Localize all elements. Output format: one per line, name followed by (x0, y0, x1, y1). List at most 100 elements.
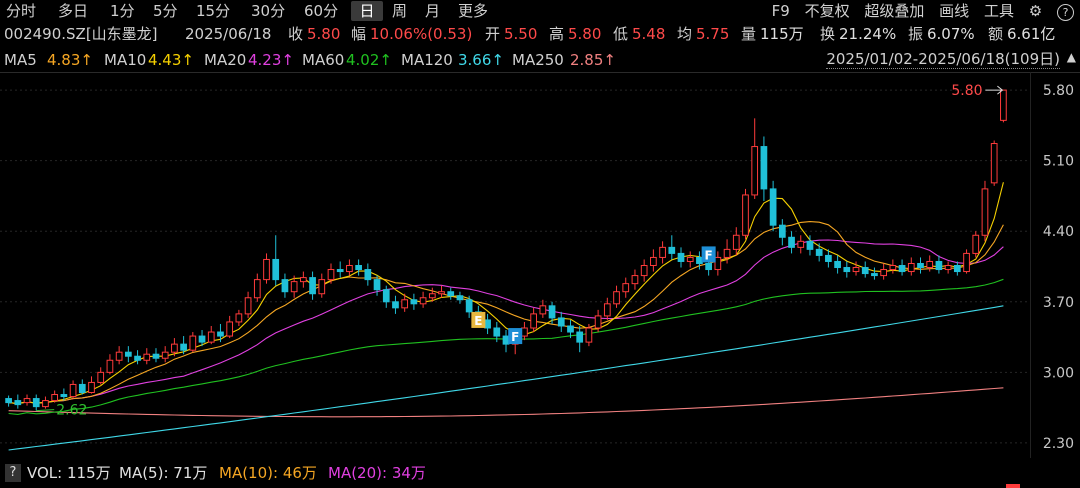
f9-button[interactable]: F9 (771, 2, 790, 20)
candle-body (189, 335, 197, 351)
candle-body (640, 265, 648, 277)
candle-body (364, 269, 372, 281)
candle-body (419, 297, 427, 305)
period-tab-multiday[interactable]: 多日 (58, 2, 89, 20)
candle-body (944, 265, 952, 271)
event-marker-label: F (705, 248, 713, 262)
low-marker-line (36, 409, 55, 412)
avg-label: 均 (677, 25, 693, 43)
ma20-label: MA20 (204, 51, 247, 69)
candle-body (797, 240, 805, 248)
ma10-line (8, 221, 1004, 405)
candle-body (751, 146, 759, 196)
toolbar-right: F9 不复权 超级叠加 画线 工具 ⚙ ? (762, 1, 1074, 21)
y-tick-label: 5.10 (1043, 154, 1074, 170)
quote-date: 2025/06/18 (185, 25, 272, 43)
candle-body (889, 265, 897, 271)
scroll-up-icon[interactable]: ▲ (1066, 50, 1076, 64)
ma120-label: MA120 (401, 51, 453, 69)
candle-body (530, 313, 537, 329)
candle-body (382, 289, 390, 303)
ma250-line (8, 387, 1004, 418)
candle-body (42, 400, 49, 408)
candle-body (410, 299, 418, 305)
candle-body (972, 234, 980, 254)
candle-body (355, 265, 362, 271)
candle-body (576, 331, 584, 343)
event-marker-label: E (474, 314, 482, 328)
candle-body (871, 273, 878, 277)
candle-body (742, 194, 749, 236)
period-tab-60min[interactable]: 60分 (304, 2, 339, 20)
period-tab-timeshare[interactable]: 分时 (6, 2, 37, 20)
period-tab-more[interactable]: 更多 (458, 2, 489, 20)
candle-body (861, 267, 869, 275)
candle-body (207, 331, 215, 343)
period-tab-30min[interactable]: 30分 (251, 2, 286, 20)
candle-body (806, 240, 814, 250)
candle-body (585, 327, 593, 343)
date-range[interactable]: 2025/01/02-2025/06/18(109日) (826, 50, 1060, 69)
ma5-line (8, 182, 1004, 405)
open-value: 5.50 (504, 25, 538, 43)
candle-body (493, 327, 501, 337)
candle-body (834, 260, 841, 269)
help-icon[interactable]: ? (1057, 4, 1074, 21)
gear-icon[interactable]: ⚙ (1028, 2, 1043, 20)
candle-body (198, 335, 206, 343)
candle-body (60, 394, 68, 398)
period-tab-day[interactable]: 日 (351, 1, 383, 21)
candle-body (327, 269, 335, 281)
vol-ma20: MA(20): 34万 (328, 464, 426, 482)
candle-body (778, 224, 786, 238)
period-tab-month[interactable]: 月 (425, 2, 441, 20)
candle-body (650, 256, 657, 267)
amplitude-label: 振 (908, 25, 924, 43)
ma120-line (8, 305, 1004, 451)
tools-button[interactable]: 工具 (983, 2, 1014, 20)
candle-body (686, 256, 694, 262)
period-tab-15min[interactable]: 15分 (196, 2, 231, 20)
event-marker (508, 328, 523, 345)
candle-body (456, 295, 464, 301)
y-tick-label: 3.00 (1043, 365, 1074, 381)
candlestick-chart[interactable]: 5.80 5.10 4.40 3.70 3.00 2.30 F E F 2.62 5.80 (0, 72, 1080, 458)
candle-body (622, 283, 630, 293)
volume-label: 量 (741, 25, 757, 43)
candle-body (14, 400, 22, 406)
candle-body (594, 315, 602, 329)
candle-body (843, 267, 851, 273)
overlay-button[interactable]: 超级叠加 (864, 2, 925, 20)
no-adjust-button[interactable]: 不复权 (804, 2, 850, 20)
ma20-value: 4.23↑ (248, 51, 294, 69)
last-price-arrowhead (997, 85, 1004, 95)
period-tab-1min[interactable]: 1分 (110, 2, 135, 20)
candle-body (346, 265, 353, 273)
low-value: 5.48 (632, 25, 666, 43)
candle-body (23, 398, 31, 404)
candle-body (548, 305, 556, 319)
y-tick-label: 3.70 (1043, 295, 1074, 311)
candle-body (1000, 89, 1007, 121)
candle-body (161, 351, 169, 359)
period-tab-week[interactable]: 周 (392, 2, 408, 20)
candle-body (309, 277, 316, 295)
candle-body (124, 351, 132, 357)
candle-body (953, 265, 961, 273)
ma120-value: 3.66↑ (458, 51, 504, 69)
candle-body (677, 252, 685, 262)
candle-body (723, 248, 731, 258)
candle-body (696, 256, 703, 264)
draw-line-button[interactable]: 画线 (939, 2, 970, 20)
candle-body (318, 279, 326, 295)
candle-body (143, 353, 151, 361)
amplitude-value: 6.07% (927, 25, 975, 43)
volume-help-icon[interactable]: ? (5, 464, 21, 482)
period-tab-5min[interactable]: 5分 (153, 2, 178, 20)
candle-body (732, 234, 740, 250)
avg-value: 5.75 (696, 25, 730, 43)
candle-body (963, 252, 970, 273)
candle-body (226, 321, 234, 337)
candle-body (69, 383, 77, 398)
candle-body (825, 254, 832, 262)
